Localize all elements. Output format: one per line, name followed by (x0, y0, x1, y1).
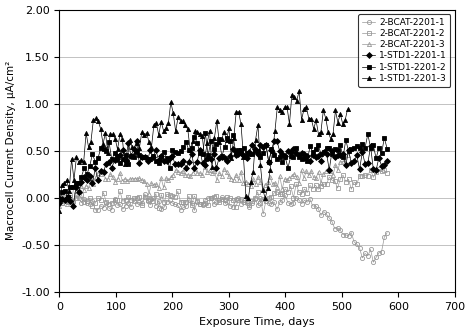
1-STD1-2201-2 (376, 146, 382, 150)
Line: 2-BCAT-2201-2: 2-BCAT-2201-2 (57, 167, 389, 210)
2-BCAT-2201-2 (125, 194, 131, 198)
1-STD1-2201-1 (128, 154, 134, 158)
2-BCAT-2201-1 (379, 249, 384, 253)
2-BCAT-2201-1 (318, 213, 324, 217)
2-BCAT-2201-1 (285, 201, 291, 205)
X-axis label: Exposure Time, days: Exposure Time, days (199, 317, 315, 327)
1-STD1-2201-2 (203, 132, 208, 136)
2-BCAT-2201-3 (335, 168, 341, 172)
1-STD1-2201-3 (255, 123, 261, 127)
1-STD1-2201-3 (117, 132, 123, 136)
1-STD1-2201-1 (70, 204, 76, 208)
1-STD1-2201-1 (379, 164, 384, 168)
2-BCAT-2201-2 (318, 184, 324, 188)
1-STD1-2201-3 (296, 89, 302, 93)
2-BCAT-2201-1 (125, 200, 131, 204)
1-STD1-2201-3 (57, 209, 62, 213)
2-BCAT-2201-1 (142, 192, 147, 196)
1-STD1-2201-2 (57, 197, 62, 201)
1-STD1-2201-2 (241, 146, 247, 150)
1-STD1-2201-1 (271, 139, 277, 143)
2-BCAT-2201-2 (285, 190, 291, 194)
1-STD1-2201-3 (134, 141, 140, 145)
2-BCAT-2201-3 (216, 171, 222, 175)
1-STD1-2201-2 (285, 166, 291, 170)
2-BCAT-2201-2 (376, 167, 382, 171)
1-STD1-2201-1 (147, 148, 153, 152)
2-BCAT-2201-3 (345, 153, 350, 157)
2-BCAT-2201-2 (156, 205, 162, 209)
1-STD1-2201-3 (284, 105, 290, 109)
1-STD1-2201-1 (384, 159, 390, 163)
2-BCAT-2201-2 (379, 169, 384, 173)
2-BCAT-2201-1 (147, 203, 153, 207)
2-BCAT-2201-2 (241, 200, 247, 204)
Line: 1-STD1-2201-2: 1-STD1-2201-2 (57, 131, 389, 201)
2-BCAT-2201-3 (134, 177, 140, 181)
2-BCAT-2201-3 (57, 203, 62, 207)
Legend: 2-BCAT-2201-1, 2-BCAT-2201-2, 2-BCAT-2201-3, 1-STD1-2201-1, 1-STD1-2201-2, 1-STD: 2-BCAT-2201-1, 2-BCAT-2201-2, 2-BCAT-220… (358, 14, 450, 87)
1-STD1-2201-3 (345, 107, 350, 111)
2-BCAT-2201-2 (145, 198, 150, 202)
1-STD1-2201-1 (288, 150, 293, 154)
Line: 1-STD1-2201-1: 1-STD1-2201-1 (57, 139, 389, 208)
Line: 1-STD1-2201-3: 1-STD1-2201-3 (57, 89, 349, 213)
2-BCAT-2201-2 (384, 170, 390, 174)
2-BCAT-2201-3 (117, 171, 123, 175)
Line: 2-BCAT-2201-1: 2-BCAT-2201-1 (57, 192, 389, 264)
1-STD1-2201-2 (125, 162, 131, 166)
2-BCAT-2201-1 (371, 260, 376, 264)
2-BCAT-2201-2 (57, 197, 62, 201)
2-BCAT-2201-1 (241, 198, 247, 202)
1-STD1-2201-2 (318, 152, 324, 156)
1-STD1-2201-3 (337, 112, 343, 116)
1-STD1-2201-1 (241, 154, 247, 158)
Y-axis label: Macrocell Current Density, μA/cm²: Macrocell Current Density, μA/cm² (6, 61, 16, 240)
1-STD1-2201-3 (216, 140, 222, 144)
Line: 2-BCAT-2201-3: 2-BCAT-2201-3 (57, 153, 349, 207)
2-BCAT-2201-3 (255, 175, 261, 179)
2-BCAT-2201-1 (384, 231, 390, 235)
1-STD1-2201-1 (321, 150, 326, 154)
2-BCAT-2201-3 (284, 177, 290, 181)
1-STD1-2201-2 (384, 147, 390, 151)
1-STD1-2201-1 (57, 200, 62, 204)
2-BCAT-2201-1 (57, 199, 62, 203)
1-STD1-2201-2 (145, 157, 150, 161)
